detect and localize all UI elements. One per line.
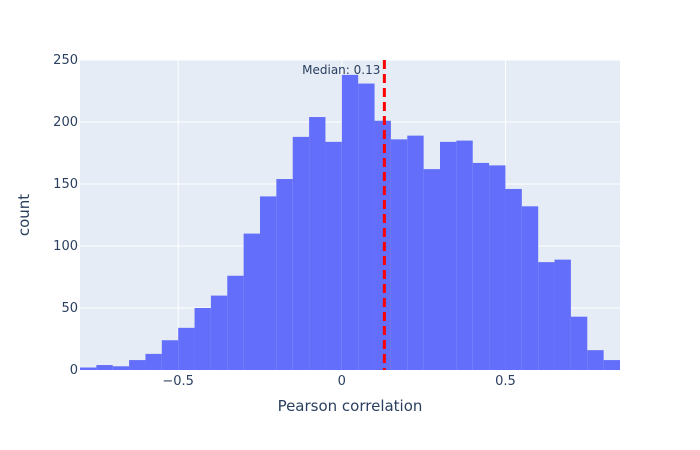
x-tick-label: 0 <box>338 374 346 389</box>
histogram-bar[interactable] <box>390 139 408 370</box>
histogram-bars <box>80 74 620 370</box>
histogram-bar[interactable] <box>161 340 179 370</box>
y-axis-title: count <box>15 194 33 236</box>
histogram-bar[interactable] <box>292 136 310 370</box>
histogram-bar[interactable] <box>358 83 375 370</box>
histogram-bar[interactable] <box>521 206 539 370</box>
x-axis-ticks: −0.5 0 0.5 <box>162 374 515 389</box>
histogram-bar[interactable] <box>554 259 571 370</box>
y-tick-label: 200 <box>53 115 78 130</box>
x-axis-title: Pearson correlation <box>278 397 423 415</box>
histogram-bar[interactable] <box>472 162 490 370</box>
median-annotation: Median: 0.13 <box>302 63 380 77</box>
histogram-bar[interactable] <box>603 360 620 370</box>
histogram-bar[interactable] <box>96 365 113 370</box>
histogram-bar[interactable] <box>341 74 359 370</box>
histogram-bar[interactable] <box>260 196 277 370</box>
histogram-bar[interactable] <box>407 135 424 370</box>
histogram-bar[interactable] <box>325 141 342 370</box>
histogram-bar[interactable] <box>227 275 244 370</box>
histogram-bar[interactable] <box>440 141 457 370</box>
y-axis-ticks: 0 50 100 150 200 250 <box>53 53 78 378</box>
histogram-bar[interactable] <box>210 295 228 370</box>
histogram-bar[interactable] <box>243 233 260 370</box>
histogram-bar[interactable] <box>374 120 391 370</box>
y-tick-label: 0 <box>70 363 78 378</box>
histogram-bar[interactable] <box>489 165 506 370</box>
y-tick-label: 250 <box>53 53 78 68</box>
histogram-bar[interactable] <box>456 140 473 370</box>
histogram-bar[interactable] <box>538 262 555 370</box>
histogram-bar[interactable] <box>505 188 522 370</box>
y-tick-label: 50 <box>61 301 78 316</box>
histogram-bar[interactable] <box>423 169 440 370</box>
histogram-bar[interactable] <box>309 117 326 370</box>
histogram-bar[interactable] <box>570 316 588 370</box>
x-tick-label: −0.5 <box>162 374 194 389</box>
histogram-bar[interactable] <box>587 350 604 370</box>
histogram-bar[interactable] <box>129 360 146 370</box>
histogram-bar[interactable] <box>112 366 130 370</box>
histogram-bar[interactable] <box>194 308 211 370</box>
y-tick-label: 150 <box>53 177 78 192</box>
median-reference: Median: 0.13 <box>302 60 386 370</box>
histogram-bar[interactable] <box>145 353 162 370</box>
y-tick-label: 100 <box>53 239 78 254</box>
histogram-bar[interactable] <box>80 367 97 370</box>
histogram-bar[interactable] <box>178 327 195 370</box>
x-tick-label: 0.5 <box>495 374 516 389</box>
histogram-bar[interactable] <box>276 179 293 370</box>
